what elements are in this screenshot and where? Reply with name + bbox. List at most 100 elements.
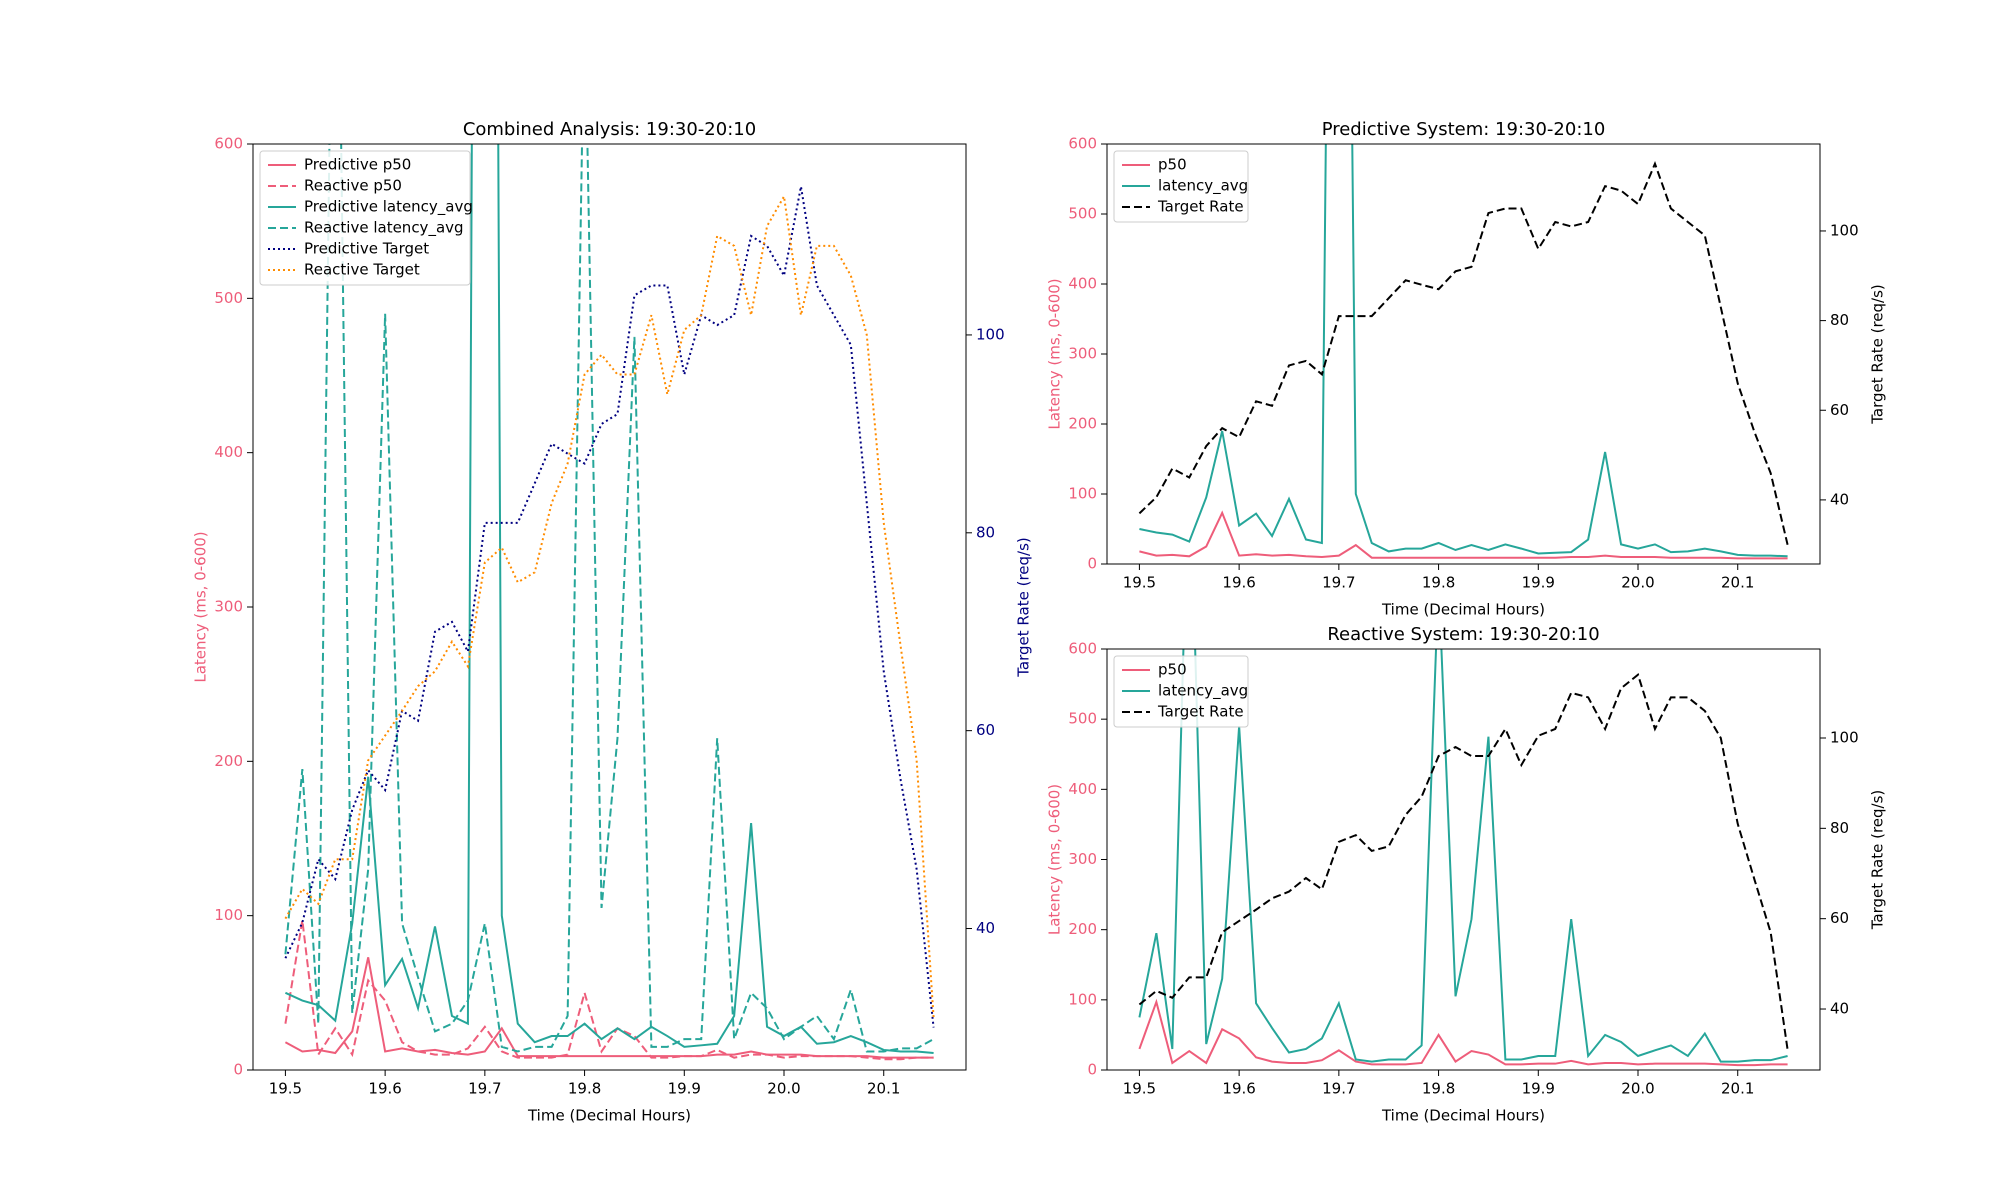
y-tick-label: 0 [1087, 555, 1097, 573]
y-tick-label: 600 [1068, 640, 1097, 658]
y2-tick-label: 40 [1830, 1000, 1849, 1018]
y2-tick-label: 60 [1830, 909, 1849, 927]
legend-box [1113, 150, 1249, 223]
x-axis-label: Time (Decimal Hours) [1381, 1107, 1545, 1125]
x-tick-label: 20.0 [767, 1080, 800, 1098]
x-tick-label: 19.7 [1322, 574, 1355, 592]
y2-axis-label: Target Rate (req/s) [1869, 284, 1887, 425]
y-axis-label: Latency (ms, 0-600) [192, 531, 210, 682]
chart-title: Reactive System: 19:30-20:10 [1327, 624, 1599, 645]
legend-label: Predictive p50 [304, 156, 411, 174]
x-tick-label: 19.5 [1123, 1080, 1156, 1098]
series-line [1138, 673, 1789, 1050]
legend-label: Reactive Target [304, 261, 420, 279]
axes-frame [1106, 143, 1821, 565]
y-tick-label: 0 [1087, 1061, 1097, 1079]
y2-tick-label: 80 [1830, 311, 1849, 329]
subplot: Predictive System: 19:30-20:10 Time (Deci… [1046, 119, 1887, 619]
legend-box [259, 150, 471, 286]
x-axis-label: Time (Decimal Hours) [527, 1107, 691, 1125]
x-axis-label: Time (Decimal Hours) [1381, 601, 1545, 619]
y2-tick-label: 60 [1830, 401, 1849, 419]
series-line [1138, 160, 1789, 545]
y2-axis-label: Target Rate (req/s) [1869, 790, 1887, 931]
y2-tick-label: 40 [976, 919, 995, 937]
y-tick-label: 200 [1068, 415, 1097, 433]
series-line [284, 193, 935, 1018]
y-tick-label: 0 [233, 1061, 243, 1079]
x-tick-label: 19.9 [668, 1080, 701, 1098]
y-tick-label: 600 [214, 135, 243, 153]
legend-label: Predictive Target [304, 240, 429, 258]
legend-label: Reactive p50 [304, 177, 402, 195]
y-tick-label: 100 [1068, 485, 1097, 503]
axes-frame [1106, 648, 1821, 1071]
series-line [284, 957, 934, 1059]
x-tick-label: 19.9 [1522, 1080, 1555, 1098]
y-tick-label: 400 [1068, 780, 1097, 798]
series-line [1138, 649, 1788, 1063]
y2-axis-label: Target Rate (req/s) [1015, 537, 1033, 678]
y2-tick-label: 100 [1830, 221, 1859, 239]
legend-label: Reactive latency_avg [304, 219, 464, 238]
chart-title: Combined Analysis: 19:30-20:10 [463, 119, 756, 140]
subplot: Combined Analysis: 19:30-20:10 Time (Deci… [192, 119, 1033, 1125]
legend-label: latency_avg [1158, 177, 1248, 196]
legend-label: Target Rate [1157, 703, 1244, 721]
x-tick-label: 19.8 [568, 1080, 601, 1098]
series-line [284, 144, 935, 1053]
legend-label: p50 [1158, 661, 1187, 679]
y2-tick-label: 80 [976, 523, 995, 541]
y-tick-label: 100 [1068, 990, 1097, 1008]
y-tick-label: 200 [214, 752, 243, 770]
series-line [1139, 144, 1788, 558]
x-tick-label: 20.1 [1721, 574, 1754, 592]
y-tick-label: 500 [214, 289, 243, 307]
legend-label: Predictive latency_avg [304, 198, 473, 217]
axes-frame [252, 143, 967, 1071]
y-tick-label: 600 [1068, 135, 1097, 153]
y-tick-label: 200 [1068, 920, 1097, 938]
legend-box [1113, 655, 1249, 728]
x-tick-label: 19.5 [269, 1080, 302, 1098]
y-axis-label: Latency (ms, 0-600) [1046, 278, 1064, 429]
y-tick-label: 300 [214, 598, 243, 616]
y2-tick-label: 100 [976, 325, 1005, 343]
legend-label: p50 [1158, 156, 1187, 174]
y2-tick-label: 80 [1830, 819, 1849, 837]
y-tick-label: 300 [1068, 345, 1097, 363]
y2-tick-label: 60 [976, 721, 995, 739]
x-tick-label: 19.9 [1522, 574, 1555, 592]
x-tick-label: 19.6 [1222, 1080, 1255, 1098]
y-tick-label: 500 [1068, 205, 1097, 223]
series-line [284, 144, 934, 1055]
x-tick-label: 19.8 [1422, 1080, 1455, 1098]
x-tick-label: 19.6 [368, 1080, 401, 1098]
y2-tick-label: 100 [1830, 728, 1859, 746]
x-tick-label: 19.6 [1222, 574, 1255, 592]
y-tick-label: 400 [214, 443, 243, 461]
x-tick-label: 19.7 [468, 1080, 501, 1098]
y-tick-label: 100 [214, 906, 243, 924]
x-tick-label: 19.7 [1322, 1080, 1355, 1098]
y-tick-label: 300 [1068, 850, 1097, 868]
y-tick-label: 500 [1068, 710, 1097, 728]
x-tick-label: 20.1 [867, 1080, 900, 1098]
subplot: Reactive System: 19:30-20:10 Time (Decima… [1046, 624, 1887, 1125]
x-tick-label: 20.1 [1721, 1080, 1754, 1098]
x-tick-label: 19.8 [1422, 574, 1455, 592]
series-line [1139, 510, 1788, 560]
y2-tick-label: 40 [1830, 490, 1849, 508]
legend-label: latency_avg [1158, 682, 1248, 701]
y-tick-label: 400 [1068, 275, 1097, 293]
series-line [1138, 998, 1788, 1067]
series-line [284, 920, 934, 1061]
y-axis-label: Latency (ms, 0-600) [1046, 784, 1064, 935]
x-tick-label: 19.5 [1123, 574, 1156, 592]
series-line [284, 186, 935, 1028]
x-tick-label: 20.0 [1621, 574, 1654, 592]
chart-title: Predictive System: 19:30-20:10 [1322, 119, 1606, 140]
x-tick-label: 20.0 [1621, 1080, 1654, 1098]
legend-label: Target Rate [1157, 198, 1244, 216]
